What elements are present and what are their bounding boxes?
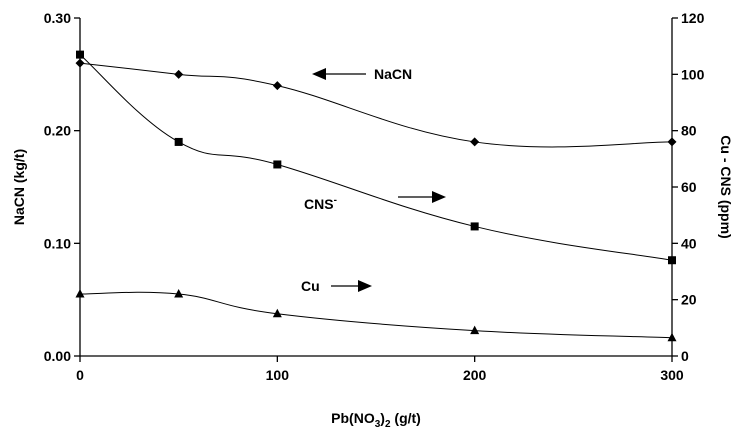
y-axis-right-title: Cu - CNS (ppm)	[718, 135, 734, 238]
y-right-tick-label: 0	[681, 348, 689, 364]
point-cu	[470, 325, 480, 335]
annotation-nacn: NaCN	[312, 66, 412, 82]
y-right-tick-label: 40	[681, 235, 697, 251]
series-line-cu	[79, 291, 673, 339]
arrowhead-nacn-icon	[312, 68, 326, 80]
series-line-nacn	[79, 62, 673, 148]
x-tick-label: 100	[266, 367, 290, 383]
point-cns	[470, 222, 479, 231]
point-cns	[668, 256, 676, 265]
x-tick-label: 0	[76, 367, 84, 383]
x-tick-label: 300	[660, 367, 684, 383]
point-cu	[174, 289, 184, 298]
point-nacn	[272, 81, 282, 91]
y-right-tick-label: 60	[681, 179, 697, 195]
series-line-cns	[79, 54, 673, 261]
annotation-cu: Cu	[301, 278, 372, 294]
arrowhead-cu-icon	[358, 280, 372, 292]
y-right-tick-label: 80	[681, 123, 697, 139]
y-right-tick-label: 100	[681, 66, 705, 82]
annotation-label-nacn: NaCN	[374, 66, 412, 82]
point-cns	[76, 50, 84, 59]
point-nacn	[174, 69, 184, 79]
annotation-label-cns: CNS-	[304, 195, 337, 212]
point-cns	[174, 137, 183, 146]
point-nacn	[667, 137, 677, 147]
point-cns	[273, 160, 282, 169]
x-tick-label: 200	[463, 367, 487, 383]
markers	[75, 50, 677, 342]
y-left-tick-label: 0.00	[44, 348, 71, 364]
x-axis-title: Pb(NO3)2 (g/t)	[331, 410, 421, 430]
y-right-tick-label: 20	[681, 292, 697, 308]
series-lines	[79, 54, 673, 339]
point-nacn	[470, 137, 480, 147]
annotation-cns: CNS-	[304, 191, 446, 212]
y-left-tick-label: 0.30	[44, 10, 71, 26]
ticks: 0 100 200 300 0.00 0.10 0.20 0.30 0 20 40 60 80 100 12…	[44, 10, 705, 383]
annotation-label-cu: Cu	[301, 278, 320, 294]
point-nacn	[75, 58, 85, 68]
point-cu	[75, 289, 85, 298]
y-right-tick-label: 120	[681, 10, 705, 26]
y-left-tick-label: 0.10	[44, 235, 71, 251]
point-cu	[272, 308, 282, 318]
point-cu	[667, 332, 677, 342]
y-left-tick-label: 0.20	[44, 123, 71, 139]
arrowhead-cns-icon	[432, 191, 446, 203]
y-axis-left-title: NaCN (kg/t)	[11, 149, 27, 225]
